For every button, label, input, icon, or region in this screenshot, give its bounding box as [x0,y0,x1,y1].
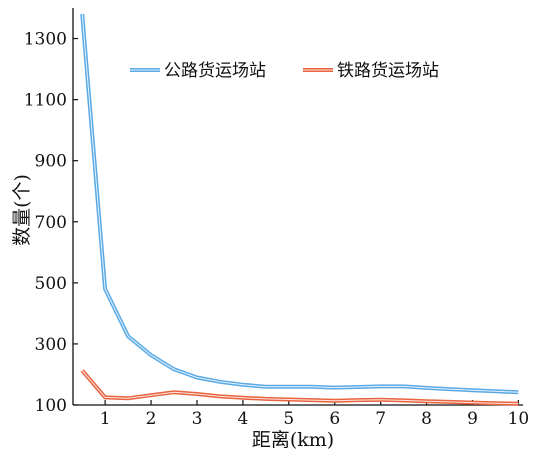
legend-label: 公路货运场站 [164,61,266,81]
series-2 [80,369,519,406]
x-tick-label: 8 [421,409,432,429]
series-line-core [81,14,519,393]
y-tick-label: 1300 [24,30,67,50]
x-tick-label: 10 [508,409,530,429]
y-axis-ticks: 100 300 500 700 900 1100 1300 [24,30,78,416]
x-axis-label: 距离(km) [252,429,334,451]
series-1 [80,13,519,395]
y-tick-label: 700 [35,213,67,233]
series-line-core [81,370,519,405]
legend-label: 铁路货运场站 [337,61,439,81]
legend: 公路货运场站 铁路货运场站 [130,61,439,81]
x-tick-label: 2 [146,409,157,429]
y-tick-label: 900 [35,152,67,172]
x-tick-label: 6 [329,409,340,429]
y-tick-label: 1100 [24,91,67,111]
x-tick-label: 5 [283,409,294,429]
x-axis-ticks: 1 2 3 4 5 6 7 8 9 10 [100,400,529,429]
y-tick-label: 100 [35,396,67,416]
x-tick-label: 4 [237,409,248,429]
legend-item-2: 铁路货运场站 [303,61,439,81]
y-tick-label: 300 [35,335,67,355]
legend-item-1: 公路货运场站 [130,61,266,81]
axes [72,8,523,406]
series-lines [80,13,519,406]
x-tick-label: 1 [100,409,111,429]
y-tick-label: 500 [35,274,67,294]
y-axis-label: 数量(个) [11,174,33,246]
x-tick-label: 7 [375,409,386,429]
x-tick-label: 9 [467,409,478,429]
x-tick-label: 3 [192,409,203,429]
